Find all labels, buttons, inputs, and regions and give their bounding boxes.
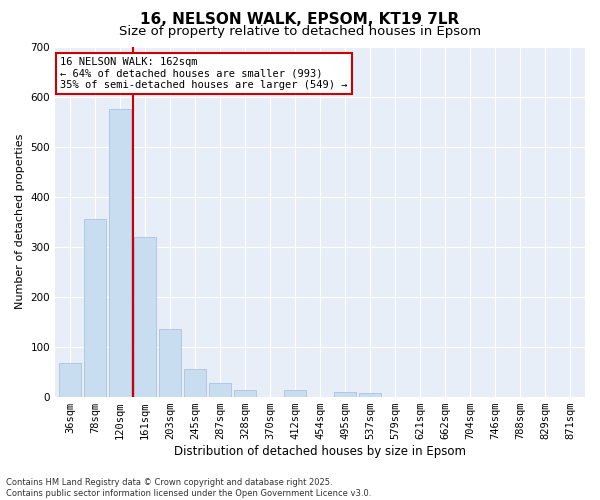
- Text: Size of property relative to detached houses in Epsom: Size of property relative to detached ho…: [119, 25, 481, 38]
- Bar: [334, 392, 356, 396]
- Bar: [109, 109, 131, 397]
- Text: Contains HM Land Registry data © Crown copyright and database right 2025.
Contai: Contains HM Land Registry data © Crown c…: [6, 478, 371, 498]
- Bar: [85, 219, 106, 396]
- Bar: [59, 362, 80, 396]
- Bar: [134, 236, 155, 396]
- Bar: [184, 369, 206, 396]
- Bar: [284, 390, 305, 396]
- Bar: [209, 383, 230, 396]
- Y-axis label: Number of detached properties: Number of detached properties: [15, 134, 25, 309]
- Bar: [235, 390, 256, 396]
- Text: 16, NELSON WALK, EPSOM, KT19 7LR: 16, NELSON WALK, EPSOM, KT19 7LR: [140, 12, 460, 28]
- Text: 16 NELSON WALK: 162sqm
← 64% of detached houses are smaller (993)
35% of semi-de: 16 NELSON WALK: 162sqm ← 64% of detached…: [61, 57, 348, 90]
- X-axis label: Distribution of detached houses by size in Epsom: Distribution of detached houses by size …: [174, 444, 466, 458]
- Bar: [359, 393, 380, 396]
- Bar: [160, 329, 181, 396]
